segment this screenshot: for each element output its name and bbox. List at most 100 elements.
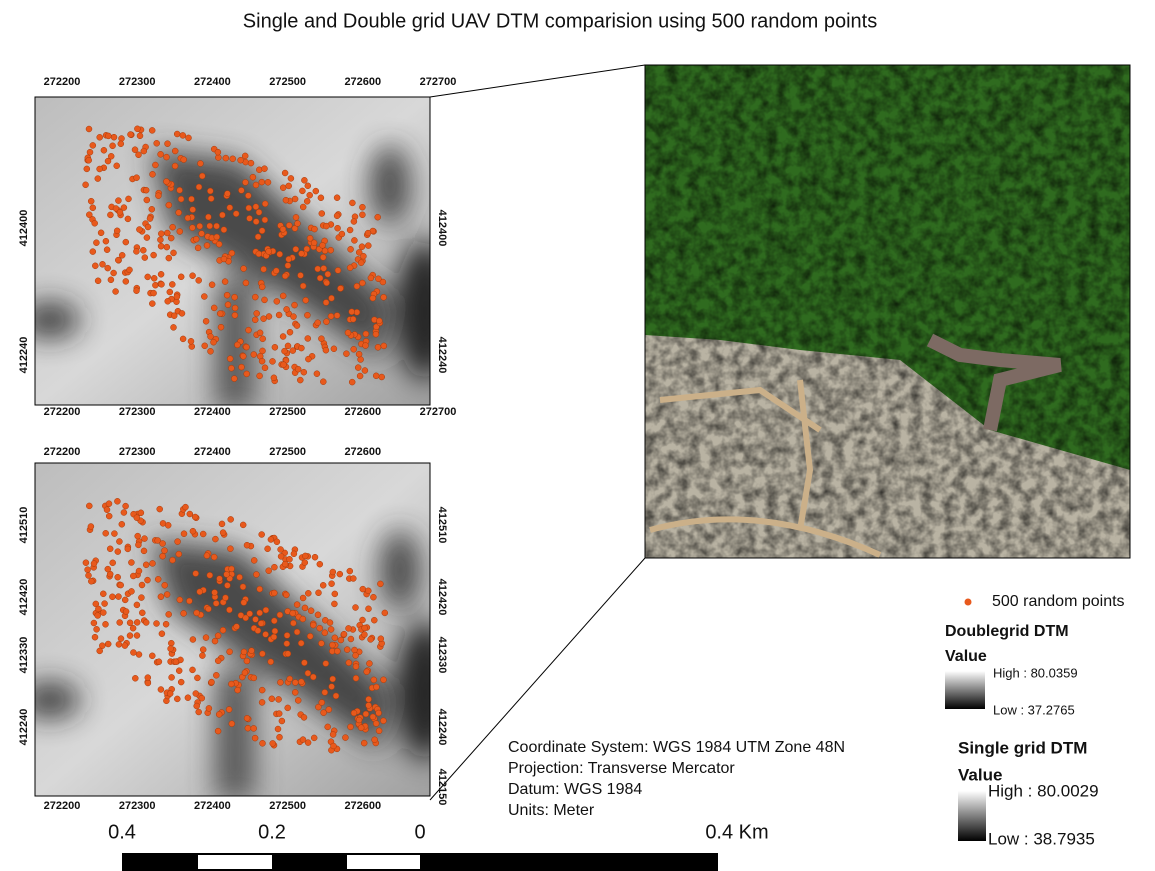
random-point bbox=[381, 343, 387, 349]
random-point bbox=[326, 707, 332, 713]
random-point bbox=[282, 170, 288, 176]
random-point bbox=[195, 245, 201, 251]
random-point bbox=[144, 235, 150, 241]
random-point bbox=[361, 740, 367, 746]
random-point bbox=[258, 620, 264, 626]
random-point bbox=[322, 689, 328, 695]
random-point bbox=[229, 250, 235, 256]
random-point bbox=[317, 275, 323, 281]
random-point bbox=[335, 225, 341, 231]
random-point bbox=[271, 618, 277, 624]
random-point bbox=[181, 157, 187, 163]
random-point bbox=[300, 204, 306, 210]
random-point bbox=[274, 298, 280, 304]
random-point bbox=[242, 670, 248, 676]
random-point bbox=[334, 195, 340, 201]
random-point bbox=[351, 219, 357, 225]
random-point bbox=[248, 160, 254, 166]
random-point bbox=[207, 223, 213, 229]
random-point bbox=[257, 586, 263, 592]
random-point bbox=[193, 236, 199, 242]
random-point bbox=[134, 288, 140, 294]
random-point bbox=[158, 687, 164, 693]
random-point bbox=[95, 176, 101, 182]
random-point bbox=[298, 345, 304, 351]
legend-title: Doublegrid DTM bbox=[945, 623, 1069, 640]
random-point bbox=[284, 641, 290, 647]
random-point bbox=[164, 230, 170, 236]
random-point bbox=[259, 687, 265, 693]
random-point bbox=[358, 725, 364, 731]
random-point bbox=[181, 610, 187, 616]
random-point bbox=[252, 317, 258, 323]
random-point bbox=[150, 560, 156, 566]
random-point bbox=[338, 637, 344, 643]
random-point bbox=[376, 710, 382, 716]
random-point bbox=[242, 153, 248, 159]
random-point bbox=[329, 684, 335, 690]
random-point bbox=[229, 566, 235, 572]
random-point bbox=[125, 216, 131, 222]
random-point bbox=[255, 628, 261, 634]
random-point bbox=[160, 553, 166, 559]
random-point bbox=[217, 311, 223, 317]
random-point bbox=[211, 554, 217, 560]
random-point bbox=[166, 202, 172, 208]
random-point bbox=[371, 617, 377, 623]
random-point bbox=[158, 243, 164, 249]
random-point bbox=[219, 521, 225, 527]
random-point bbox=[158, 594, 164, 600]
random-point bbox=[333, 693, 339, 699]
random-point bbox=[177, 187, 183, 193]
random-point bbox=[200, 531, 206, 537]
random-point bbox=[313, 188, 319, 194]
random-point bbox=[199, 231, 205, 237]
random-point bbox=[215, 149, 221, 155]
random-point bbox=[170, 557, 176, 563]
random-point bbox=[105, 158, 111, 164]
random-point bbox=[270, 358, 276, 364]
x-tick-label: 272200 bbox=[44, 406, 81, 418]
random-point bbox=[251, 557, 257, 563]
random-point bbox=[312, 554, 318, 560]
random-point bbox=[376, 318, 382, 324]
random-point bbox=[169, 281, 175, 287]
random-point bbox=[138, 595, 144, 601]
random-point bbox=[136, 652, 142, 658]
random-point bbox=[382, 610, 388, 616]
random-point bbox=[158, 151, 164, 157]
random-point bbox=[129, 588, 135, 594]
random-point bbox=[251, 725, 257, 731]
random-point bbox=[302, 605, 308, 611]
x-tick-label: 272200 bbox=[44, 800, 81, 812]
random-point bbox=[121, 510, 127, 516]
random-point bbox=[322, 248, 328, 254]
random-point bbox=[132, 147, 138, 153]
random-point bbox=[226, 707, 232, 713]
random-point bbox=[173, 659, 179, 665]
random-point bbox=[373, 721, 379, 727]
random-point bbox=[111, 531, 117, 537]
random-point bbox=[292, 196, 298, 202]
random-point bbox=[215, 658, 221, 664]
random-point bbox=[360, 586, 366, 592]
x-tick-label: 272600 bbox=[344, 800, 381, 812]
random-point bbox=[256, 251, 262, 257]
random-point bbox=[237, 574, 243, 580]
random-point bbox=[321, 265, 327, 271]
random-point bbox=[215, 728, 221, 734]
random-point bbox=[282, 561, 288, 567]
y-tick-label: 412150 bbox=[436, 769, 448, 806]
random-point bbox=[240, 584, 246, 590]
random-point bbox=[260, 740, 266, 746]
random-point bbox=[91, 561, 97, 567]
y-tick-label: 412510 bbox=[436, 507, 448, 544]
random-point bbox=[299, 188, 305, 194]
random-point bbox=[126, 196, 132, 202]
random-point bbox=[375, 214, 381, 220]
random-point bbox=[349, 379, 355, 385]
legend-ramp bbox=[945, 671, 985, 709]
random-point bbox=[196, 709, 202, 715]
random-point bbox=[286, 222, 292, 228]
random-point bbox=[234, 624, 240, 630]
